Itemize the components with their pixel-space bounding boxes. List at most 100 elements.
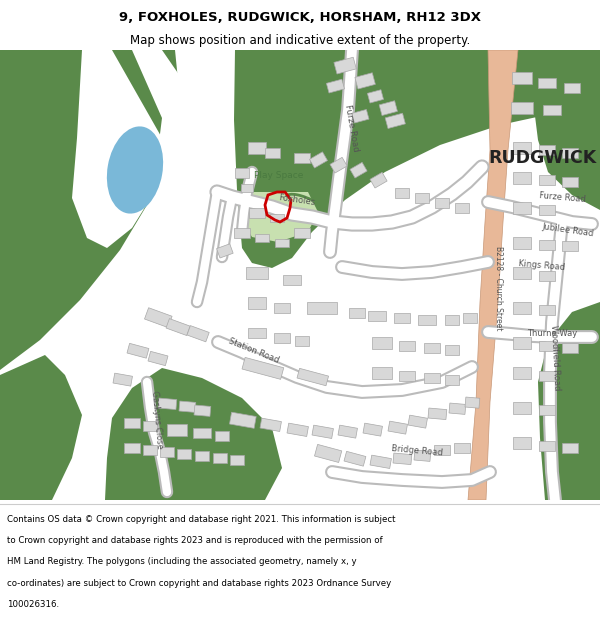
Bar bbox=[349, 308, 365, 318]
Ellipse shape bbox=[107, 126, 163, 214]
Bar bbox=[445, 375, 459, 385]
Bar bbox=[539, 240, 555, 250]
Bar bbox=[408, 415, 427, 428]
Bar bbox=[539, 205, 555, 215]
Bar bbox=[295, 336, 309, 346]
Text: Kings Road: Kings Road bbox=[518, 259, 566, 272]
Bar bbox=[562, 343, 578, 353]
Text: Foxholes: Foxholes bbox=[278, 193, 316, 207]
Bar bbox=[463, 313, 477, 323]
Bar bbox=[379, 101, 397, 116]
Bar bbox=[160, 447, 174, 457]
Bar bbox=[338, 425, 358, 438]
Bar bbox=[355, 72, 376, 89]
Bar bbox=[424, 343, 440, 353]
Bar bbox=[539, 441, 555, 451]
Text: Gaskyns Close: Gaskyns Close bbox=[150, 391, 164, 449]
Text: Furze Road: Furze Road bbox=[538, 191, 586, 204]
Bar bbox=[539, 175, 555, 185]
Bar bbox=[297, 368, 329, 386]
Text: Thurne Way: Thurne Way bbox=[527, 329, 577, 338]
Bar bbox=[445, 345, 459, 355]
Bar bbox=[274, 303, 290, 313]
Bar bbox=[166, 319, 190, 336]
Bar bbox=[187, 326, 209, 342]
Bar bbox=[418, 315, 436, 325]
Bar bbox=[127, 343, 149, 358]
Text: B2128 - Church Street: B2128 - Church Street bbox=[493, 246, 503, 330]
Bar bbox=[248, 297, 266, 309]
Bar bbox=[539, 305, 555, 315]
Text: to Crown copyright and database rights 2023 and is reproduced with the permissio: to Crown copyright and database rights 2… bbox=[7, 536, 383, 545]
Bar bbox=[179, 401, 196, 412]
Bar bbox=[334, 58, 356, 74]
Bar bbox=[158, 398, 177, 409]
Bar bbox=[260, 418, 281, 431]
Polygon shape bbox=[468, 50, 518, 500]
Bar bbox=[350, 162, 367, 178]
Polygon shape bbox=[132, 50, 212, 208]
Bar bbox=[270, 214, 284, 222]
Bar bbox=[294, 153, 310, 163]
Bar bbox=[344, 451, 366, 466]
Text: 100026316.: 100026316. bbox=[7, 600, 59, 609]
Bar bbox=[424, 373, 440, 383]
Bar bbox=[326, 79, 344, 93]
Text: Bridge Road: Bridge Road bbox=[391, 444, 443, 458]
Bar bbox=[435, 198, 449, 208]
Bar bbox=[265, 148, 280, 158]
Polygon shape bbox=[72, 50, 162, 248]
Bar bbox=[562, 148, 578, 158]
Bar bbox=[511, 102, 533, 114]
Bar bbox=[248, 142, 266, 154]
Bar bbox=[512, 72, 532, 84]
Bar bbox=[330, 158, 347, 173]
Text: Station Road: Station Road bbox=[227, 337, 280, 365]
Bar bbox=[167, 424, 187, 436]
Bar bbox=[415, 193, 429, 203]
Bar bbox=[370, 173, 387, 188]
Bar bbox=[368, 311, 386, 321]
Bar bbox=[283, 275, 301, 285]
Bar bbox=[562, 177, 578, 187]
Bar bbox=[513, 237, 531, 249]
Bar bbox=[363, 423, 382, 436]
Bar bbox=[562, 443, 578, 453]
Bar bbox=[242, 357, 284, 379]
Bar bbox=[124, 443, 140, 453]
Polygon shape bbox=[243, 192, 318, 242]
Bar bbox=[275, 239, 289, 247]
Bar bbox=[539, 341, 555, 351]
Bar bbox=[513, 172, 531, 184]
Bar bbox=[234, 228, 250, 238]
Bar bbox=[385, 113, 406, 129]
Bar bbox=[229, 412, 256, 428]
Bar bbox=[539, 371, 555, 381]
Bar bbox=[248, 328, 266, 338]
Bar bbox=[367, 90, 383, 103]
Bar bbox=[513, 267, 531, 279]
Bar bbox=[235, 168, 249, 178]
Text: Woodfield Road: Woodfield Road bbox=[549, 325, 561, 391]
Bar bbox=[539, 145, 555, 155]
Text: Furze Road: Furze Road bbox=[343, 104, 361, 152]
Polygon shape bbox=[538, 302, 600, 500]
Bar bbox=[513, 202, 531, 214]
Bar bbox=[388, 421, 407, 434]
Bar bbox=[513, 402, 531, 414]
Bar bbox=[399, 371, 415, 381]
Bar bbox=[513, 302, 531, 314]
Bar bbox=[370, 455, 391, 469]
Bar bbox=[213, 453, 227, 463]
Text: Map shows position and indicative extent of the property.: Map shows position and indicative extent… bbox=[130, 34, 470, 47]
Bar bbox=[274, 333, 290, 343]
Bar bbox=[217, 244, 233, 258]
Text: RUDGWICK: RUDGWICK bbox=[488, 149, 596, 167]
Bar bbox=[539, 271, 555, 281]
Bar bbox=[246, 267, 268, 279]
Bar bbox=[193, 428, 211, 438]
Bar bbox=[148, 351, 168, 366]
Bar bbox=[449, 403, 466, 414]
Text: Contains OS data © Crown copyright and database right 2021. This information is : Contains OS data © Crown copyright and d… bbox=[7, 515, 396, 524]
Bar bbox=[314, 444, 342, 462]
